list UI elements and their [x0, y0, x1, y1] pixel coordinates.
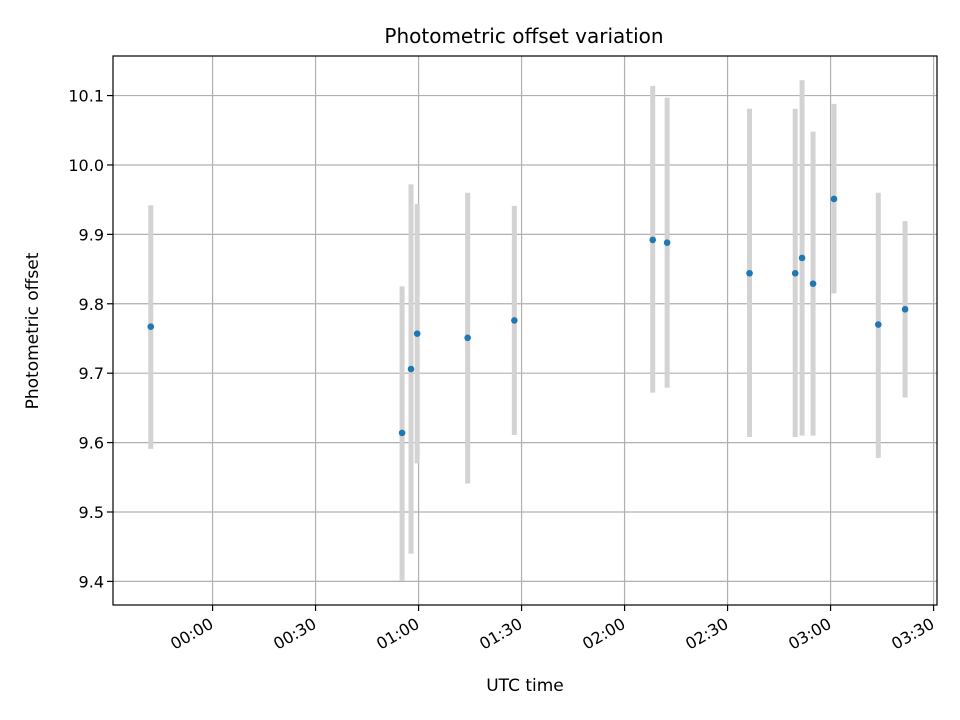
data-point — [147, 323, 155, 330]
data-points — [147, 195, 909, 437]
data-point — [874, 321, 882, 328]
data-point — [901, 306, 909, 313]
y-tick-label: 9.8 — [79, 295, 104, 314]
data-point — [464, 334, 471, 342]
data-point — [649, 236, 657, 244]
y-tick-label: 9.9 — [79, 225, 104, 244]
y-tick-label: 9.6 — [79, 434, 104, 453]
plot-frame — [112, 55, 938, 606]
data-point — [830, 195, 838, 203]
y-tick-label: 9.4 — [79, 572, 104, 591]
data-point — [511, 317, 518, 324]
data-point — [809, 280, 817, 287]
y-axis-label: Photometric offset — [23, 252, 43, 409]
chart-title: Photometric offset variation — [384, 24, 663, 48]
y-tick-label: 9.5 — [79, 503, 104, 522]
y-tick-label: 9.7 — [79, 364, 104, 383]
data-point — [413, 330, 421, 337]
data-point — [791, 269, 799, 277]
y-axis-ticks: 9.4 9.5 9.6 9.7 9.8 9.9 10.0 10.1 — [68, 87, 113, 591]
data-point — [407, 365, 415, 373]
data-point — [663, 239, 671, 247]
data-point — [746, 269, 753, 277]
y-tick-label: 10.1 — [68, 87, 104, 106]
data-point — [798, 254, 806, 262]
y-tick-label: 10.0 — [68, 156, 104, 175]
x-axis-label: UTC time — [486, 676, 564, 696]
data-point — [398, 429, 406, 437]
